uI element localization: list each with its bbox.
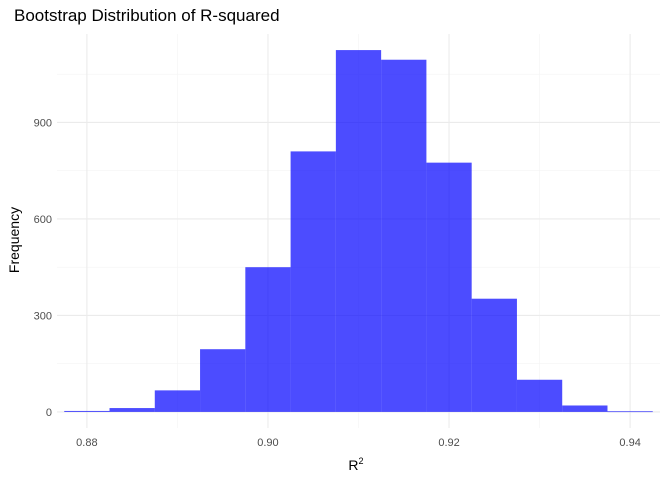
histogram-bar-13: [607, 411, 653, 413]
histogram-bar-1: [64, 410, 110, 412]
x-tick-label: 0.88: [76, 437, 97, 449]
x-axis-ticks: 0.88 0.90 0.92 0.94: [76, 437, 641, 449]
x-tick-label: 0.94: [619, 437, 640, 449]
y-tick-label: 300: [34, 310, 52, 322]
histogram-bar-5: [245, 267, 291, 412]
histogram-bar-2: [109, 408, 155, 412]
y-axis-ticks: 0 300 600 900: [34, 117, 52, 418]
histogram-bar-6: [290, 151, 336, 412]
x-tick-label: 0.90: [257, 437, 278, 449]
chart-title: Bootstrap Distribution of R-squared: [14, 6, 280, 25]
histogram-bar-7: [335, 50, 382, 412]
y-tick-label: 0: [46, 407, 52, 419]
histogram-bar-8: [381, 59, 427, 412]
x-axis-label-text: R: [348, 457, 358, 473]
histogram-bar-9: [426, 162, 472, 412]
y-tick-label: 900: [34, 117, 52, 129]
histogram-bar-10: [471, 298, 517, 412]
histogram-bar-11: [516, 379, 563, 412]
histogram-bar-3: [154, 390, 201, 412]
x-tick-label: 0.92: [438, 437, 459, 449]
x-axis-label: R2: [348, 456, 363, 473]
histogram-bars: [64, 50, 653, 413]
histogram-bar-12: [562, 405, 608, 412]
y-axis-label: Frequency: [6, 207, 22, 273]
x-axis-label-superscript: 2: [359, 456, 364, 466]
y-tick-label: 600: [34, 214, 52, 226]
histogram-bar-4: [200, 349, 246, 412]
